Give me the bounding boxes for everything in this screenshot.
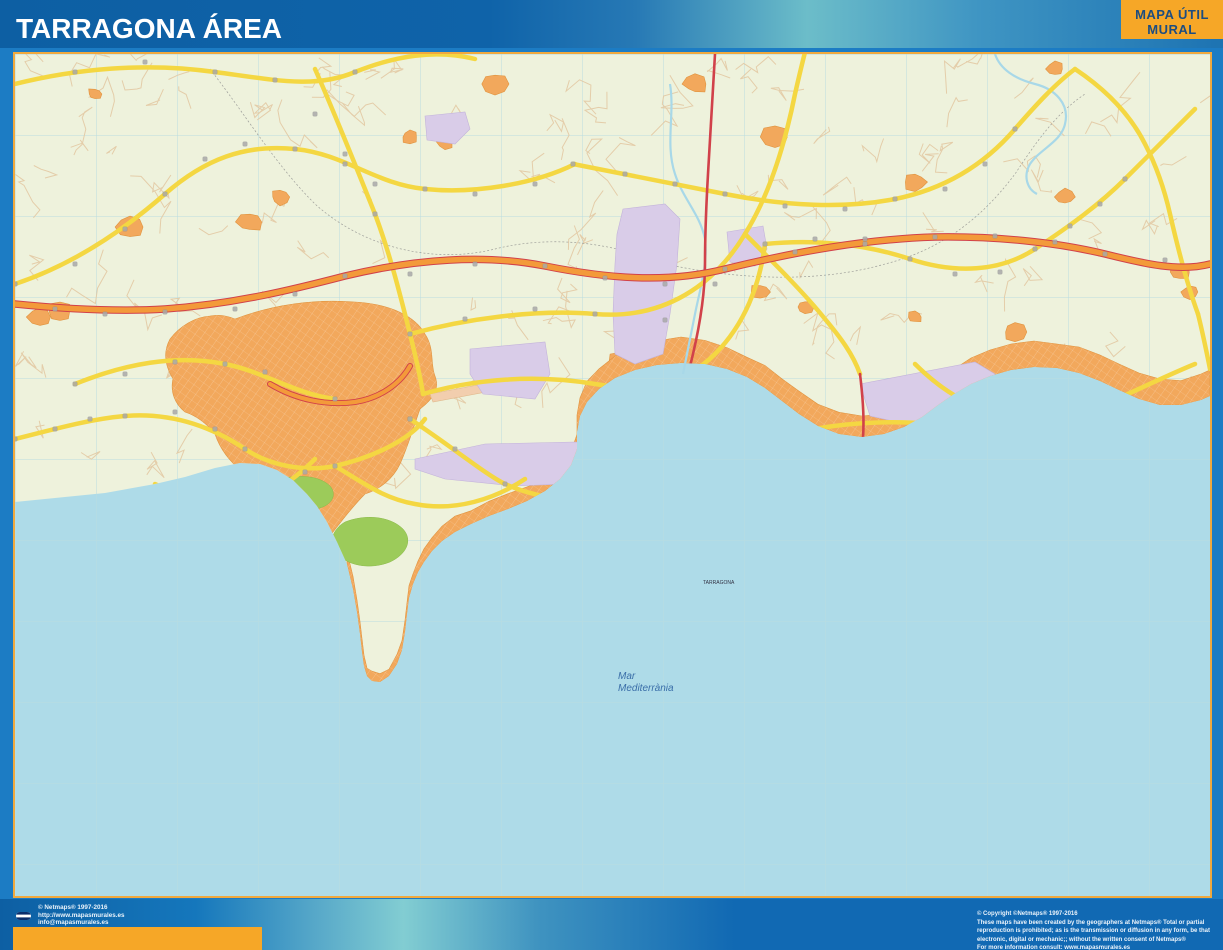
svg-text:Mediterrània: Mediterrània <box>618 683 674 694</box>
svg-text:Mar: Mar <box>618 671 636 682</box>
svg-text:TARRAGONA: TARRAGONA <box>703 580 735 586</box>
